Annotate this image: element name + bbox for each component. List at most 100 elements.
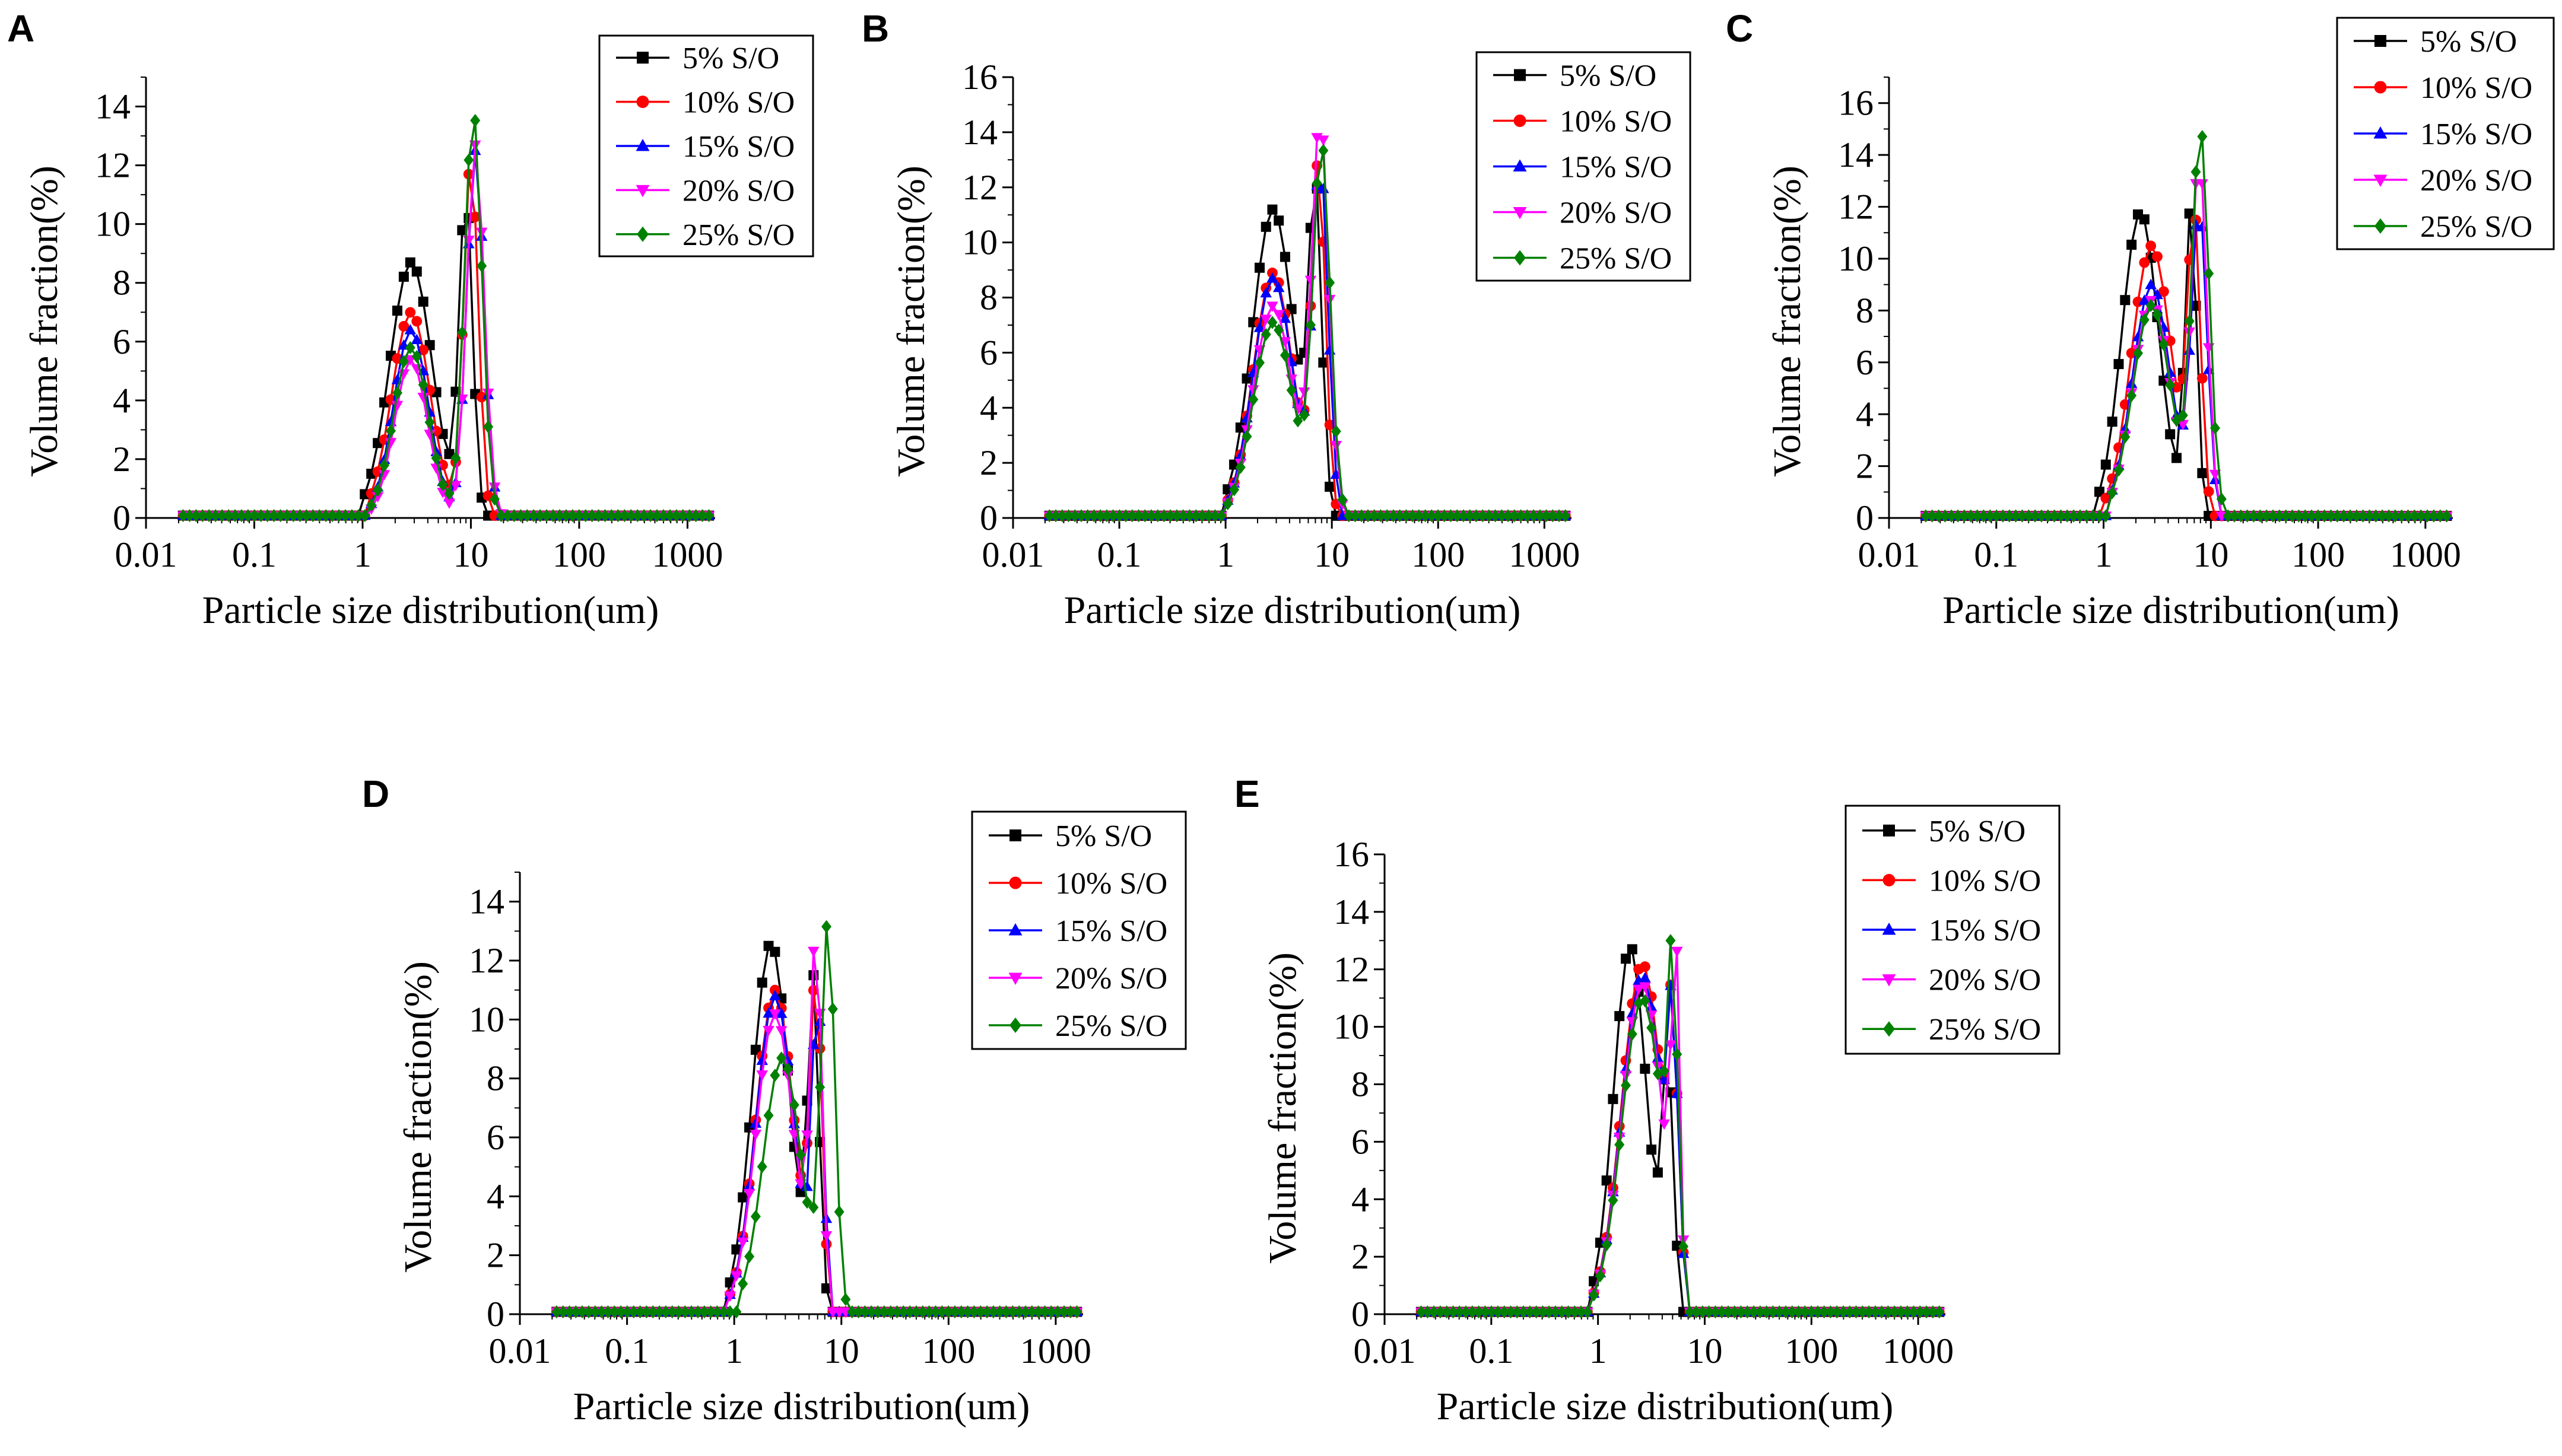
data-point [1812,1305,1823,1319]
data-point [1909,1305,1919,1319]
y-tick-label: 12 [469,941,504,980]
data-point [1448,1305,1458,1319]
data-point [1601,1238,1612,1251]
data-point [515,509,526,523]
data-point [577,1305,588,1319]
data-point [1959,509,1970,523]
data-point [1946,509,1957,523]
data-point [2255,509,2265,523]
data-point [1522,509,1532,523]
data-point [1991,509,2002,523]
data-point [1401,509,1411,523]
data-point [249,509,260,523]
data-point [1704,1305,1715,1319]
data-point [2165,429,2176,440]
data-point [2171,453,2182,463]
data-point [911,1305,922,1319]
data-point [1416,1305,1427,1319]
data-point [1452,509,1462,523]
data-point [437,488,449,498]
data-point [1082,509,1093,523]
data-point [1253,322,1266,332]
x-tick-label: 0.01 [489,1331,551,1371]
data-point [1793,1305,1804,1319]
data-point [541,509,552,523]
legend-label: 10% S/O [1055,867,1167,901]
data-point [1433,509,1443,523]
data-point [1934,1305,1945,1319]
legend-marker [636,96,649,109]
data-point [184,509,195,523]
data-point [353,509,364,523]
data-point [476,392,487,403]
data-point [1620,953,1631,964]
data-point [288,509,299,523]
data-point [1870,1305,1881,1319]
legend-label: 10% S/O [1560,105,1672,139]
data-point [1299,408,1310,422]
data-point [2030,509,2040,523]
data-point [2011,509,2021,523]
data-point [1748,1305,1759,1319]
data-point [1474,1305,1484,1319]
y-tick-label: 0 [980,498,998,538]
y-tick-label: 0 [487,1295,504,1334]
series-5 [178,114,714,523]
data-point [463,153,474,167]
data-point [2062,509,2072,523]
chart-panel-c: C 0.01 0.1 1 10 100 1000 0 2 4 6 8 10 12 14 16 Particle … [1726,7,2555,632]
data-point [470,114,481,128]
data-point [661,1305,671,1319]
data-point [230,509,240,523]
data-point [609,1305,620,1319]
data-point [1966,509,1976,523]
legend-marker [1883,824,1895,837]
data-point [2068,509,2079,523]
data-point [1114,509,1125,523]
data-point [1627,1027,1637,1041]
data-point [1261,328,1271,341]
y-tick-label: 8 [1856,291,1874,330]
legend-marker [2373,126,2388,139]
data-point [1414,509,1424,523]
data-point [477,259,487,273]
data-point [936,1305,947,1319]
data-point [405,341,415,354]
data-point [496,509,506,523]
data-point [775,1007,788,1018]
data-point [963,1305,973,1319]
data-point [2049,509,2060,523]
data-point [654,1305,665,1319]
data-point [373,484,383,497]
y-tick-label: 10 [962,223,998,262]
data-point [1889,1305,1900,1319]
data-point [1248,393,1259,406]
data-point [769,990,781,1000]
legend-label: 5% S/O [1055,819,1152,853]
series-5 [1920,130,2452,523]
legend-label: 5% S/O [2420,25,2517,59]
data-point [731,1271,742,1282]
data-point [2370,509,2381,523]
data-point [596,1305,607,1319]
data-point [2204,266,2214,280]
data-point [1159,509,1169,523]
data-point [612,509,623,523]
data-point [548,509,558,523]
data-point [1528,509,1539,523]
legend-label: 20% S/O [682,174,795,208]
x-tick-label: 0.01 [982,535,1045,574]
data-point [2120,430,2131,444]
y-tick-label: 14 [95,87,131,126]
y-tick-label: 16 [962,58,998,97]
data-point [769,1009,781,1020]
x-axis-label: Particle size distribution(um) [1437,1385,1894,1428]
data-point [2023,509,2034,523]
data-point [1639,972,1651,983]
data-point [619,509,630,523]
data-point [693,1305,703,1319]
data-point [635,1305,646,1319]
data-point [1915,1305,1925,1319]
data-point [1272,281,1285,293]
